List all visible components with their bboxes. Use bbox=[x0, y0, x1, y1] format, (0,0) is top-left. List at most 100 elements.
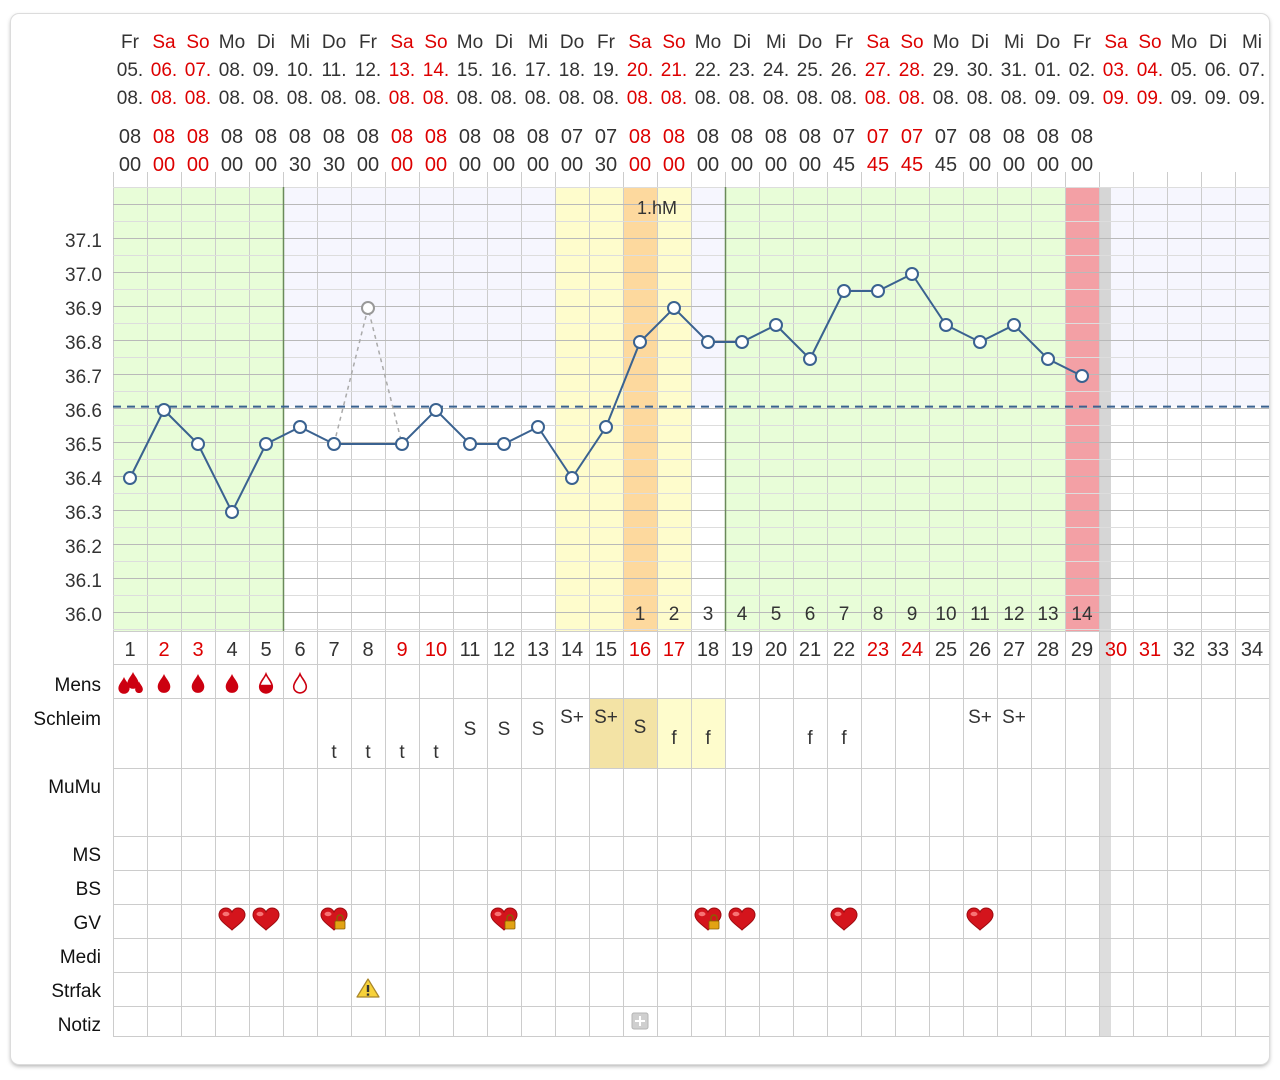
y-tick-label: 36.4 bbox=[65, 469, 102, 490]
date-label: 19. bbox=[593, 60, 619, 81]
time-hour: 07 bbox=[833, 126, 855, 148]
temperature-point[interactable] bbox=[157, 403, 171, 417]
y-tick-label: 36.2 bbox=[65, 537, 102, 558]
month-label: 08. bbox=[627, 88, 653, 109]
month-label: 08. bbox=[729, 88, 755, 109]
heart-icon[interactable] bbox=[218, 907, 246, 931]
temperature-point[interactable] bbox=[123, 471, 137, 485]
temperature-point[interactable] bbox=[259, 437, 273, 451]
time-hour: 08 bbox=[289, 126, 311, 148]
time-minute: 00 bbox=[1037, 154, 1059, 176]
temperature-point[interactable] bbox=[1041, 352, 1055, 366]
cycle-day-number: 1 bbox=[124, 639, 135, 661]
y-tick-label: 36.3 bbox=[65, 503, 102, 524]
warning-icon[interactable] bbox=[356, 978, 380, 998]
row-label-gv: GV bbox=[74, 913, 102, 934]
temperature-point[interactable] bbox=[1007, 318, 1021, 332]
temperature-point[interactable] bbox=[871, 284, 885, 298]
time-minute: 00 bbox=[459, 154, 481, 176]
cycle-day-number: 19 bbox=[731, 639, 753, 661]
time-hour: 08 bbox=[969, 126, 991, 148]
temperature-point[interactable] bbox=[497, 437, 511, 451]
weekday-label: Do bbox=[798, 32, 822, 53]
time-hour: 07 bbox=[901, 126, 923, 148]
y-tick-label: 36.5 bbox=[65, 435, 102, 456]
temperature-point[interactable] bbox=[225, 505, 239, 519]
temperature-point[interactable] bbox=[701, 335, 715, 349]
temperature-point[interactable] bbox=[973, 335, 987, 349]
temperature-point[interactable] bbox=[939, 318, 953, 332]
weekday-label: Sa bbox=[390, 32, 414, 53]
weekday-label: Di bbox=[495, 32, 513, 53]
cycle-day-number: 13 bbox=[527, 639, 549, 661]
weekday-label: Mi bbox=[528, 32, 548, 53]
temperature-point[interactable] bbox=[735, 335, 749, 349]
row-label-mumu: MuMu bbox=[48, 777, 101, 798]
heart-icon[interactable] bbox=[966, 907, 994, 931]
heart-locked-icon[interactable] bbox=[320, 907, 348, 931]
heart-icon[interactable] bbox=[728, 907, 756, 931]
temperature-point[interactable] bbox=[803, 352, 817, 366]
time-hour: 07 bbox=[867, 126, 889, 148]
post-ovulation-count: 1 bbox=[635, 604, 646, 625]
cycle-day-number: 31 bbox=[1139, 639, 1161, 661]
post-ovulation-count: 12 bbox=[1003, 604, 1024, 625]
post-ovulation-count: 10 bbox=[935, 604, 956, 625]
row-label-bs: BS bbox=[76, 879, 101, 900]
date-label: 11. bbox=[321, 60, 346, 81]
date-label: 14. bbox=[423, 60, 449, 81]
month-label: 08. bbox=[185, 88, 211, 109]
temperature-point[interactable] bbox=[191, 437, 205, 451]
cycle-day-number: 30 bbox=[1105, 639, 1127, 661]
heart-icon[interactable] bbox=[252, 907, 280, 931]
date-label: 22. bbox=[695, 60, 721, 81]
cycle-day-number: 22 bbox=[833, 639, 855, 661]
month-label: 08. bbox=[457, 88, 483, 109]
temperature-point[interactable] bbox=[837, 284, 851, 298]
time-minute: 00 bbox=[765, 154, 787, 176]
weekday-label: Sa bbox=[1104, 32, 1128, 53]
date-label: 07. bbox=[185, 60, 211, 81]
temperature-point[interactable] bbox=[531, 420, 545, 434]
temperature-point[interactable] bbox=[905, 267, 919, 281]
cycle-day-number: 3 bbox=[192, 639, 203, 661]
date-label: 04. bbox=[1137, 60, 1163, 81]
month-label: 08. bbox=[219, 88, 245, 109]
weekday-label: So bbox=[1138, 32, 1161, 53]
month-label: 09. bbox=[1205, 88, 1231, 109]
add-note-icon[interactable] bbox=[631, 1012, 649, 1030]
temperature-point[interactable] bbox=[293, 420, 307, 434]
date-label: 13. bbox=[389, 60, 415, 81]
weekday-label: Di bbox=[1209, 32, 1227, 53]
month-label: 08. bbox=[525, 88, 551, 109]
heart-locked-icon[interactable] bbox=[490, 907, 518, 931]
temperature-point[interactable] bbox=[463, 437, 477, 451]
heart-icon[interactable] bbox=[830, 907, 858, 931]
post-ovulation-count: 4 bbox=[737, 604, 748, 625]
month-label: 08. bbox=[797, 88, 823, 109]
time-minute: 00 bbox=[663, 154, 685, 176]
date-label: 12. bbox=[355, 60, 381, 81]
row-label-notiz: Notiz bbox=[58, 1015, 101, 1036]
weekday-label: Sa bbox=[152, 32, 176, 53]
temperature-point[interactable] bbox=[667, 301, 681, 315]
temperature-point[interactable] bbox=[429, 403, 443, 417]
temperature-point[interactable] bbox=[599, 420, 613, 434]
y-tick-label: 37.1 bbox=[65, 231, 102, 252]
temperature-point[interactable] bbox=[1075, 369, 1089, 383]
temperature-point[interactable] bbox=[395, 437, 409, 451]
time-hour: 08 bbox=[629, 126, 651, 148]
temperature-point[interactable] bbox=[327, 437, 341, 451]
cycle-day-number: 29 bbox=[1071, 639, 1093, 661]
time-hour: 08 bbox=[663, 126, 685, 148]
y-tick-label: 36.0 bbox=[65, 605, 102, 626]
temperature-point[interactable] bbox=[769, 318, 783, 332]
temperature-point[interactable] bbox=[565, 471, 579, 485]
time-minute: 00 bbox=[1071, 154, 1093, 176]
excluded-temperature-point[interactable] bbox=[361, 301, 375, 315]
temperature-point[interactable] bbox=[633, 335, 647, 349]
weekday-label: Mi bbox=[766, 32, 786, 53]
heart-locked-icon[interactable] bbox=[694, 907, 722, 931]
date-label: 29. bbox=[933, 60, 959, 81]
time-minute: 00 bbox=[221, 154, 243, 176]
